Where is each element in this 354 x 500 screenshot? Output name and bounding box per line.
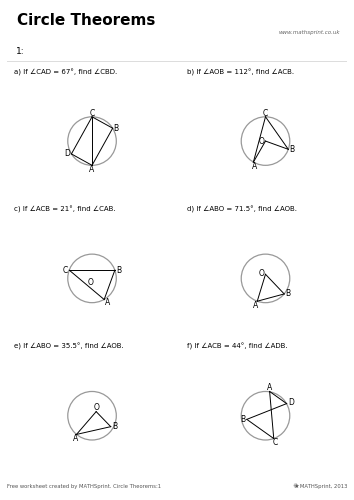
Text: D: D <box>288 398 294 407</box>
Text: A: A <box>267 383 272 392</box>
FancyBboxPatch shape <box>4 336 181 476</box>
Text: www.mathsprint.co.uk: www.mathsprint.co.uk <box>279 30 340 35</box>
Text: O: O <box>88 278 94 287</box>
Text: B: B <box>116 266 121 274</box>
Text: O: O <box>93 403 99 412</box>
Text: e) If ∠ABO = 35.5°, find ∠AOB.: e) If ∠ABO = 35.5°, find ∠AOB. <box>14 343 124 350</box>
Text: B: B <box>240 415 245 424</box>
Text: b) If ∠AOB = 112°, find ∠ACB.: b) If ∠AOB = 112°, find ∠ACB. <box>187 68 295 75</box>
Text: B: B <box>286 290 291 298</box>
Text: a) If ∠CAD = 67°, find ∠CBD.: a) If ∠CAD = 67°, find ∠CBD. <box>14 68 117 75</box>
Text: d) If ∠ABO = 71.5°, find ∠AOB.: d) If ∠ABO = 71.5°, find ∠AOB. <box>187 206 297 213</box>
FancyBboxPatch shape <box>177 336 354 476</box>
Text: C: C <box>62 266 68 274</box>
Text: f) If ∠ACB = 44°, find ∠ADB.: f) If ∠ACB = 44°, find ∠ADB. <box>187 343 288 350</box>
Text: C: C <box>263 108 268 118</box>
Text: D: D <box>64 150 70 158</box>
Text: c) If ∠ACB = 21°, find ∠CAB.: c) If ∠ACB = 21°, find ∠CAB. <box>14 206 115 213</box>
Text: B: B <box>290 145 295 154</box>
Text: A: A <box>253 301 259 310</box>
Text: O: O <box>258 268 264 278</box>
Text: C: C <box>272 438 278 447</box>
Text: O: O <box>258 136 264 145</box>
Text: Circle Theorems: Circle Theorems <box>17 14 156 28</box>
Text: 1:: 1: <box>16 47 24 56</box>
Text: ★: ★ <box>294 484 299 489</box>
Text: C: C <box>90 108 95 118</box>
FancyBboxPatch shape <box>0 42 354 62</box>
Text: A: A <box>252 162 257 171</box>
Text: B: B <box>114 124 119 132</box>
FancyBboxPatch shape <box>0 2 354 42</box>
Text: Free worksheet created by MATHSprint. Circle Theorems:1: Free worksheet created by MATHSprint. Ci… <box>7 484 161 489</box>
Text: A: A <box>73 434 78 444</box>
Text: A: A <box>90 165 95 174</box>
FancyBboxPatch shape <box>4 62 181 202</box>
FancyBboxPatch shape <box>177 62 354 202</box>
FancyBboxPatch shape <box>177 199 354 339</box>
Text: © MATHSprint, 2013: © MATHSprint, 2013 <box>292 484 347 490</box>
Text: B: B <box>112 422 117 431</box>
FancyBboxPatch shape <box>4 199 181 339</box>
Text: A: A <box>104 298 110 307</box>
